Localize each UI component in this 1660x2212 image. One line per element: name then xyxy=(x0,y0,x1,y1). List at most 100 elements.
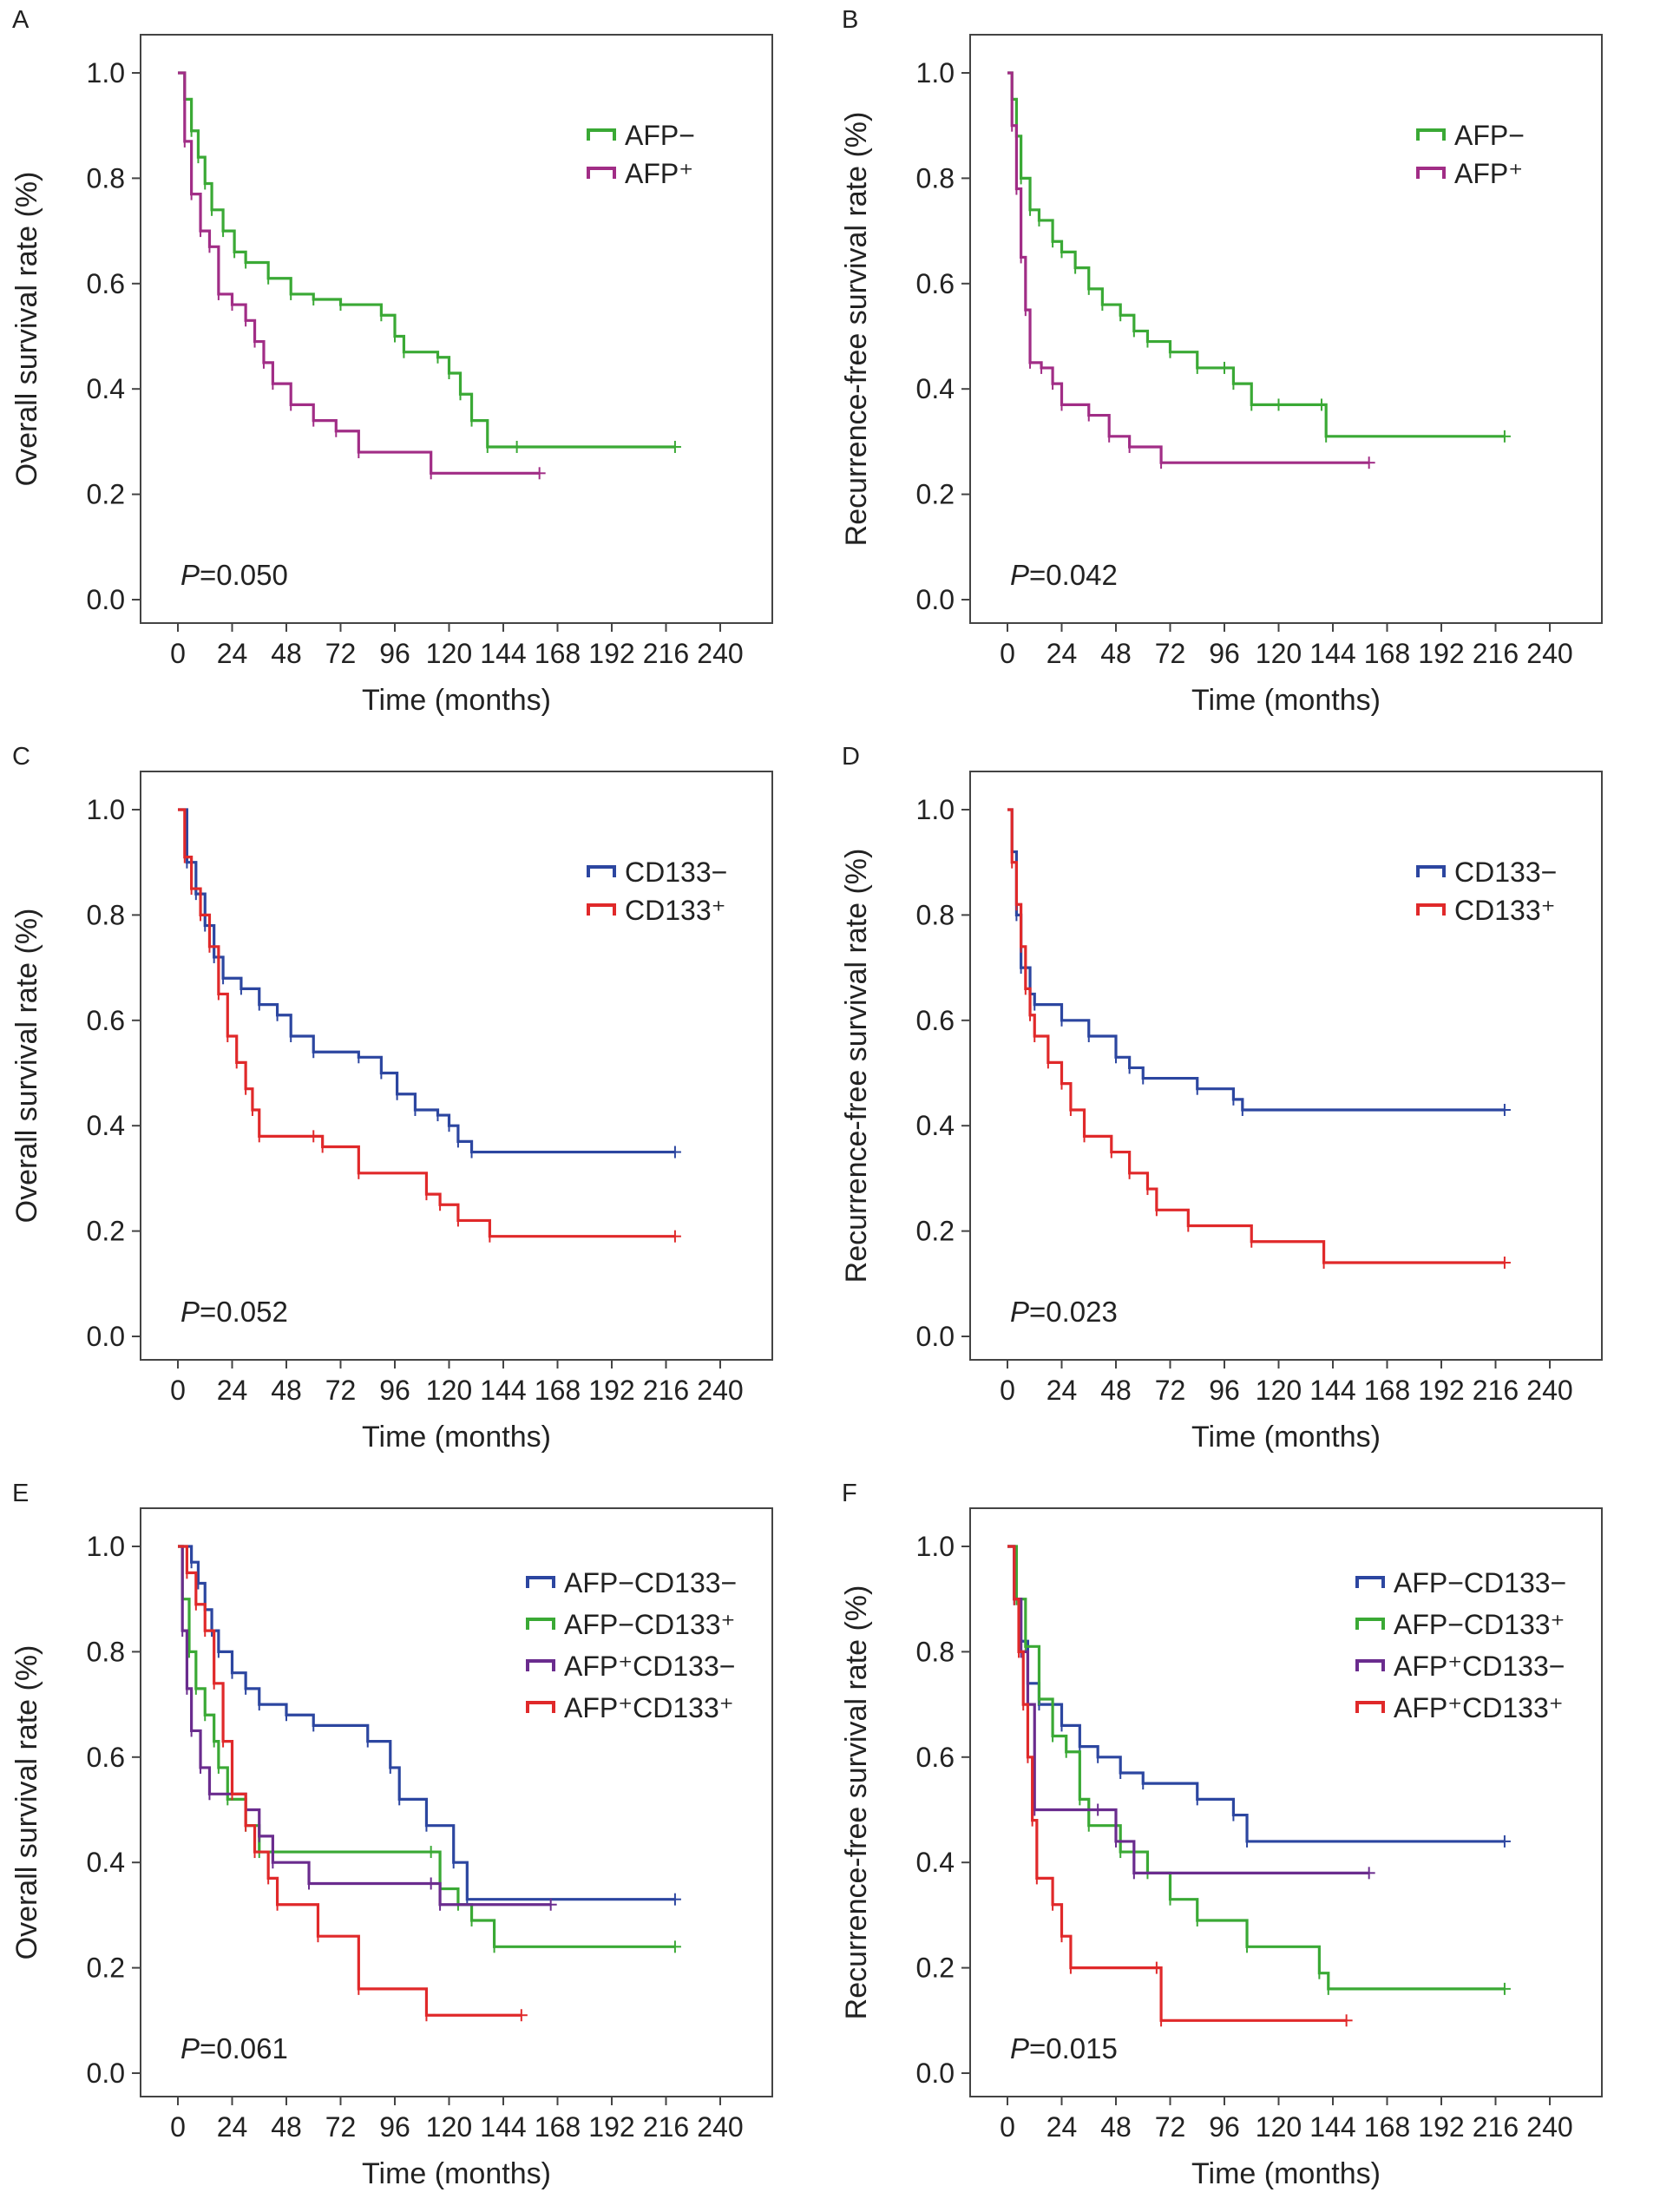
x-tick-label: 192 xyxy=(588,1375,634,1406)
x-tick-label: 240 xyxy=(697,638,743,669)
x-tick-label: 48 xyxy=(1100,638,1132,669)
p-value: P=0.061 xyxy=(180,2032,288,2064)
y-tick-label: 1.0 xyxy=(87,57,125,89)
legend-swatch xyxy=(1416,903,1446,916)
y-tick-label: 0.2 xyxy=(87,1216,125,1247)
legend-swatch xyxy=(587,128,616,141)
y-axis-title: Recurrence-free survival rate (%) xyxy=(840,112,873,547)
y-tick-label: 0.8 xyxy=(916,1636,955,1667)
p-number: =0.015 xyxy=(1029,2032,1118,2064)
x-tick-label: 96 xyxy=(379,2111,410,2143)
x-axis-title: Time (months) xyxy=(362,684,551,717)
series-1 xyxy=(178,808,681,1243)
plot-frame xyxy=(140,771,773,1361)
x-tick-label: 0 xyxy=(170,2111,186,2143)
survival-curve xyxy=(178,1545,675,1948)
x-tick-label: 0 xyxy=(1000,2111,1015,2143)
survival-curve xyxy=(178,808,675,1238)
x-tick-label: 24 xyxy=(217,2111,248,2143)
x-tick-label: 144 xyxy=(480,2111,526,2143)
x-tick-label: 72 xyxy=(325,638,357,669)
legend-label: CD133− xyxy=(625,857,727,888)
survival-curve xyxy=(178,808,675,1154)
x-tick-label: 216 xyxy=(1473,1375,1519,1406)
x-tick-label: 144 xyxy=(1309,1375,1355,1406)
plot-frame xyxy=(969,34,1603,624)
x-tick-label: 48 xyxy=(1100,1375,1132,1406)
x-tick-label: 120 xyxy=(426,1375,472,1406)
y-axis-title: Overall survival rate (%) xyxy=(10,909,43,1224)
y-axis-title: Overall survival rate (%) xyxy=(10,172,43,487)
x-tick-label: 168 xyxy=(1364,1375,1410,1406)
p-value: P=0.042 xyxy=(1010,559,1118,591)
x-axis-title: Time (months) xyxy=(1191,1421,1381,1454)
p-value: P=0.015 xyxy=(1010,2032,1118,2064)
series-0 xyxy=(1007,71,1511,443)
p-symbol: P xyxy=(180,2032,200,2064)
legend-swatch xyxy=(1355,1618,1385,1630)
y-tick-label: 0.2 xyxy=(87,479,125,510)
survival-curve xyxy=(178,1545,522,2017)
legend-label: AFP−CD133⁺ xyxy=(564,1609,735,1640)
x-tick-label: 120 xyxy=(1256,2111,1302,2143)
panel-c: C 0.0 0.2 0.4 0.6 0.8 1.0 0 24 48 72 96 120 144 168 192… xyxy=(0,737,830,1474)
legend-label: CD133− xyxy=(1454,857,1557,888)
p-number: =0.042 xyxy=(1029,559,1118,591)
legend-label: AFP−CD133− xyxy=(564,1567,737,1598)
y-tick-label: 0.4 xyxy=(916,1847,955,1878)
y-tick-label: 0.0 xyxy=(916,2058,955,2089)
legend-swatch xyxy=(1416,865,1446,877)
legend-swatch xyxy=(587,903,616,916)
x-tick-label: 24 xyxy=(217,1375,248,1406)
y-axis-title: Recurrence-free survival rate (%) xyxy=(840,1585,873,2020)
y-tick-label: 0.6 xyxy=(87,1742,125,1773)
x-tick-label: 72 xyxy=(325,2111,357,2143)
p-symbol: P xyxy=(180,1296,200,1328)
p-number: =0.052 xyxy=(200,1296,288,1328)
x-tick-label: 0 xyxy=(170,638,186,669)
plot-frame xyxy=(969,1507,1603,2097)
legend-label: CD133⁺ xyxy=(625,895,726,926)
y-tick-label: 1.0 xyxy=(916,794,955,825)
series-0 xyxy=(178,808,681,1159)
legend-swatch xyxy=(1355,1576,1385,1588)
x-tick-label: 72 xyxy=(1155,2111,1186,2143)
legend-label: AFP⁺CD133⁺ xyxy=(1394,1692,1564,1723)
legend-swatch xyxy=(587,167,616,179)
y-tick-label: 0.8 xyxy=(916,899,955,930)
p-number: =0.023 xyxy=(1029,1296,1118,1328)
series-3 xyxy=(178,1545,528,2022)
panel-a: A 0.0 0.2 0.4 0.6 0.8 1.0 0 24 48 72 96 120 144 168 192… xyxy=(0,0,830,737)
x-tick-label: 48 xyxy=(271,1375,302,1406)
y-tick-label: 0.2 xyxy=(916,1953,955,1984)
survival-curve xyxy=(1007,71,1505,438)
y-tick-label: 0.0 xyxy=(87,584,125,615)
panel-label: B xyxy=(842,6,858,34)
p-value: P=0.050 xyxy=(180,559,288,591)
panel-d: D 0.0 0.2 0.4 0.6 0.8 1.0 0 24 48 72 96 120 144 168 192… xyxy=(830,737,1659,1474)
x-tick-label: 0 xyxy=(170,1375,186,1406)
y-tick-label: 0.0 xyxy=(87,1321,125,1352)
x-tick-label: 216 xyxy=(1473,2111,1519,2143)
x-tick-label: 192 xyxy=(1418,1375,1464,1406)
y-tick-label: 0.4 xyxy=(916,1110,955,1141)
x-tick-label: 120 xyxy=(1256,1375,1302,1406)
km-plot-e: E 0.0 0.2 0.4 0.6 0.8 1.0 0 24 48 72 96 120 144 168 192… xyxy=(10,1480,773,2190)
y-tick-label: 0.8 xyxy=(87,1636,125,1667)
series-1 xyxy=(1007,808,1511,1270)
x-tick-label: 144 xyxy=(480,638,526,669)
p-value: P=0.023 xyxy=(1010,1296,1118,1328)
y-tick-label: 0.6 xyxy=(87,268,125,299)
y-tick-label: 0.2 xyxy=(916,1216,955,1247)
y-tick-label: 0.6 xyxy=(916,1005,955,1036)
legend-swatch xyxy=(526,1701,555,1713)
series-0 xyxy=(178,71,681,453)
x-tick-label: 240 xyxy=(1526,638,1572,669)
y-tick-label: 1.0 xyxy=(916,57,955,89)
x-axis-title: Time (months) xyxy=(362,1421,551,1454)
legend-swatch xyxy=(526,1659,555,1671)
x-tick-label: 168 xyxy=(535,638,581,669)
x-tick-label: 24 xyxy=(1047,2111,1078,2143)
y-tick-label: 0.4 xyxy=(916,373,955,404)
p-symbol: P xyxy=(180,559,200,591)
